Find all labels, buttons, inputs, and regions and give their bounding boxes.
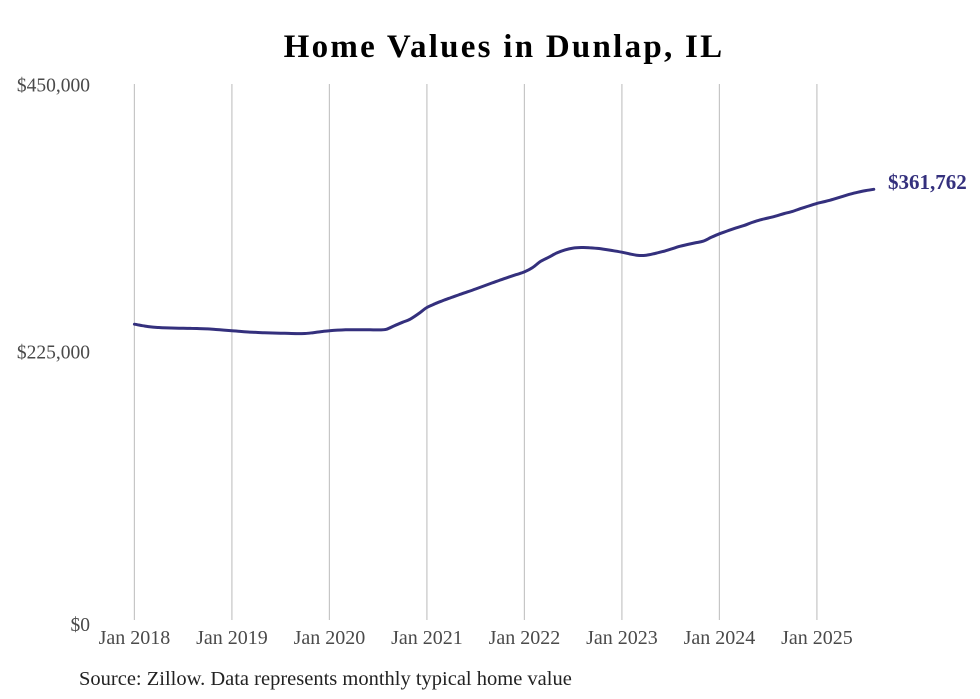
svg-text:Jan 2020: Jan 2020 [294, 627, 366, 649]
svg-text:Home Values in Dunlap, IL: Home Values in Dunlap, IL [284, 29, 725, 65]
svg-text:Jan 2021: Jan 2021 [391, 627, 463, 649]
svg-text:Jan 2019: Jan 2019 [196, 627, 268, 649]
svg-text:$225,000: $225,000 [17, 343, 90, 364]
svg-text:Jan 2024: Jan 2024 [684, 627, 756, 649]
svg-text:$0: $0 [71, 615, 91, 636]
svg-text:Jan 2022: Jan 2022 [489, 627, 561, 649]
svg-text:Jan 2025: Jan 2025 [781, 627, 853, 649]
svg-text:$450,000: $450,000 [17, 76, 90, 97]
svg-text:Jan 2023: Jan 2023 [586, 627, 658, 649]
svg-text:$361,762: $361,762 [888, 170, 967, 194]
svg-text:Source: Zillow. Data represent: Source: Zillow. Data represents monthly … [79, 668, 572, 690]
svg-text:Jan 2018: Jan 2018 [99, 627, 171, 649]
